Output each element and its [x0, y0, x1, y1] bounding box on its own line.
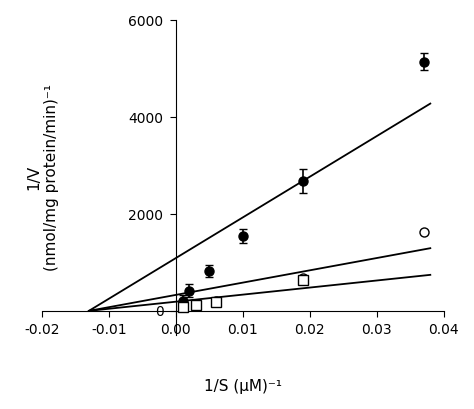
Y-axis label: 1/V
(nmol/mg protein/min)⁻¹: 1/V (nmol/mg protein/min)⁻¹ — [27, 84, 59, 271]
X-axis label: 1/S (μM)⁻¹: 1/S (μM)⁻¹ — [204, 379, 282, 394]
